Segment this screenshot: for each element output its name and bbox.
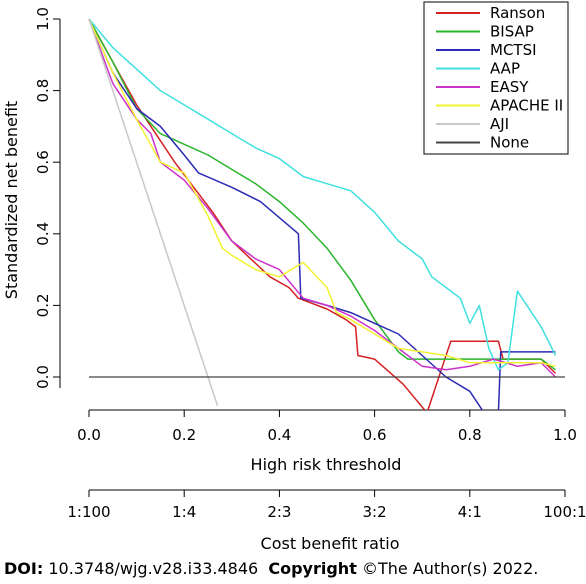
- y-tick-label: 0.0: [34, 365, 52, 389]
- secondary-tick-label: 100:1: [543, 503, 586, 521]
- y-tick-label: 0.2: [34, 293, 52, 317]
- footer-citation: DOI: 10.3748/wjg.v28.i33.4846 Copyright …: [4, 559, 538, 578]
- secondary-tick-label: 3:2: [363, 503, 387, 521]
- legend-label: MCTSI: [490, 41, 537, 59]
- copyright-value: ©The Author(s) 2022.: [361, 559, 539, 578]
- y-axis-label: Standardized net benefit: [2, 101, 21, 299]
- x-tick-label: 0.4: [267, 426, 291, 444]
- legend-label: None: [490, 134, 529, 152]
- legend-label: AJI: [490, 115, 509, 133]
- series-line-ranson: [88, 18, 557, 410]
- legend-label: Ranson: [490, 4, 545, 22]
- legend-label: APACHE II: [490, 97, 563, 115]
- series-line-mctsi: [88, 18, 556, 410]
- secondary-tick-label: 2:3: [267, 503, 291, 521]
- doi-label: DOI:: [4, 559, 44, 578]
- y-tick-label: 0.4: [34, 222, 52, 246]
- y-tick-label: 0.8: [34, 79, 52, 103]
- series-line-apache-ii: [88, 18, 556, 368]
- legend-label: AAP: [490, 60, 520, 78]
- secondary-tick-label: 4:1: [458, 503, 482, 521]
- legend-label: BISAP: [490, 23, 534, 41]
- secondary-tick-label: 1:4: [172, 503, 196, 521]
- y-tick-label: 1.0: [34, 7, 52, 31]
- doi-value: 10.3748/wjg.v28.i33.4846: [48, 559, 259, 578]
- series-line-aap: [88, 18, 557, 371]
- x-tick-label: 0.0: [77, 426, 101, 444]
- legend-label: EASY: [490, 78, 529, 96]
- series-line-aji: [88, 18, 219, 406]
- y-tick-label: 0.6: [34, 150, 52, 174]
- legend-box: [423, 1, 569, 155]
- x-tick-label: 0.8: [458, 426, 482, 444]
- x-tick-label: 0.2: [172, 426, 196, 444]
- copyright-label: Copyright: [268, 559, 357, 578]
- x-tick-label: 1.0: [553, 426, 577, 444]
- secondary-tick-label: 1:100: [67, 503, 110, 521]
- x-tick-label: 0.6: [363, 426, 387, 444]
- x-axis-label: High risk threshold: [251, 455, 402, 474]
- series-line-bisap: [88, 18, 556, 371]
- secondary-axis-label: Cost benefit ratio: [261, 534, 400, 553]
